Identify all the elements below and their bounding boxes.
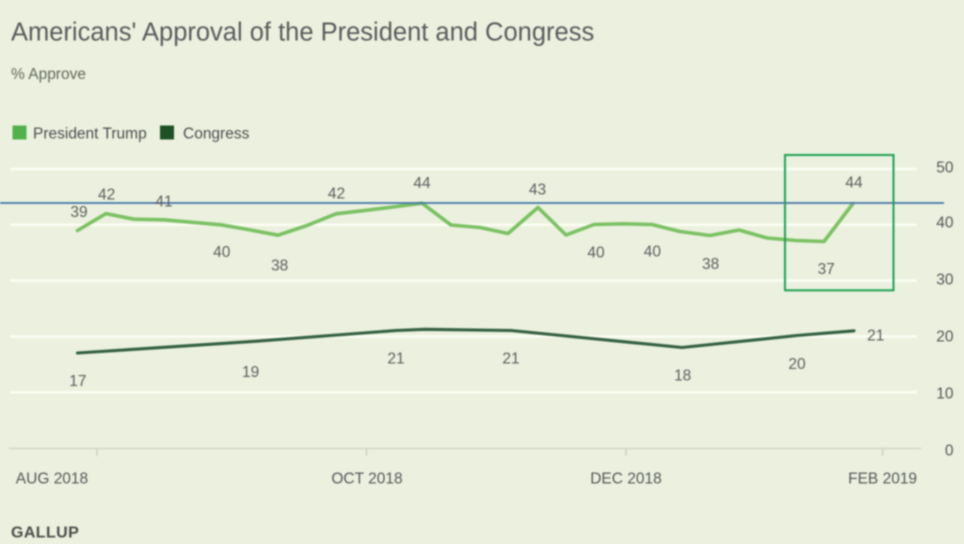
svg-text:21: 21 (502, 351, 519, 368)
svg-text:18: 18 (674, 368, 691, 385)
svg-text:19: 19 (242, 364, 259, 381)
svg-text:50: 50 (936, 160, 954, 177)
svg-text:OCT 2018: OCT 2018 (331, 471, 402, 488)
svg-text:GALLUP: GALLUP (11, 525, 79, 542)
svg-text:21: 21 (387, 351, 404, 368)
svg-text:42: 42 (98, 187, 115, 204)
svg-text:10: 10 (936, 386, 954, 403)
svg-text:President Trump: President Trump (33, 126, 147, 143)
svg-text:17: 17 (69, 373, 86, 390)
svg-text:41: 41 (155, 193, 172, 210)
svg-text:44: 44 (413, 175, 431, 192)
svg-text:40: 40 (936, 215, 954, 232)
svg-text:DEC 2018: DEC 2018 (590, 471, 662, 488)
svg-text:42: 42 (328, 185, 345, 202)
svg-text:43: 43 (529, 181, 546, 198)
svg-text:40: 40 (213, 244, 231, 261)
svg-text:0: 0 (945, 443, 954, 460)
svg-text:30: 30 (936, 272, 954, 289)
svg-text:38: 38 (702, 256, 719, 273)
svg-text:37: 37 (818, 261, 835, 278)
svg-text:21: 21 (867, 327, 884, 344)
svg-text:% Approve: % Approve (11, 66, 86, 83)
svg-text:Congress: Congress (183, 126, 250, 143)
svg-text:44: 44 (845, 175, 863, 192)
svg-text:20: 20 (936, 329, 954, 346)
svg-text:39: 39 (70, 204, 87, 221)
svg-text:AUG 2018: AUG 2018 (16, 471, 88, 488)
svg-text:20: 20 (788, 356, 806, 373)
svg-text:40: 40 (587, 244, 605, 261)
svg-text:FEB 2019: FEB 2019 (848, 471, 917, 488)
svg-text:Americans' Approval of the Pre: Americans' Approval of the President and… (11, 19, 594, 47)
svg-text:38: 38 (271, 257, 288, 274)
svg-text:40: 40 (644, 243, 662, 260)
